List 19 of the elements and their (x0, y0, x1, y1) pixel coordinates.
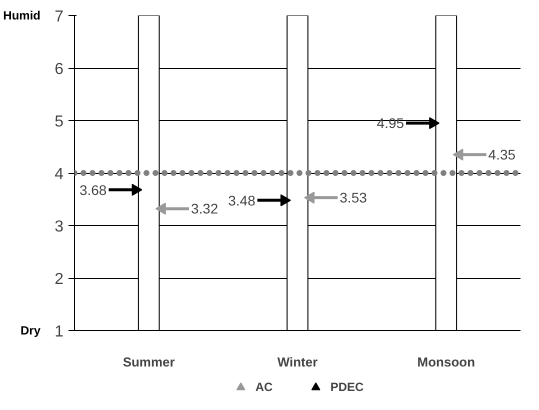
y-tick-label: 1 (54, 324, 64, 340)
y-tick-label: 5 (54, 114, 64, 130)
data-label: 3.68 (79, 182, 107, 198)
data-label: 3.53 (340, 190, 368, 206)
x-tick-label: Summer (122, 354, 175, 370)
x-tick-label: Winter (277, 354, 318, 370)
legend-label: PDEC (330, 380, 364, 394)
y-tick-label: 3 (54, 218, 64, 236)
y-tick-label: 6 (54, 61, 64, 78)
y-tick-label: 4 (54, 166, 64, 183)
y-tick-label: 7 (54, 8, 64, 26)
data-label: 4.35 (488, 146, 516, 163)
text: Dry (20, 324, 41, 338)
legend-label: AC (255, 380, 274, 394)
data-label: 3.48 (228, 192, 256, 208)
text: Humid (3, 8, 41, 22)
y-tick-label: 2 (54, 271, 64, 288)
data-label: 3.32 (190, 200, 218, 217)
x-tick-label: Monsoon (417, 354, 476, 370)
